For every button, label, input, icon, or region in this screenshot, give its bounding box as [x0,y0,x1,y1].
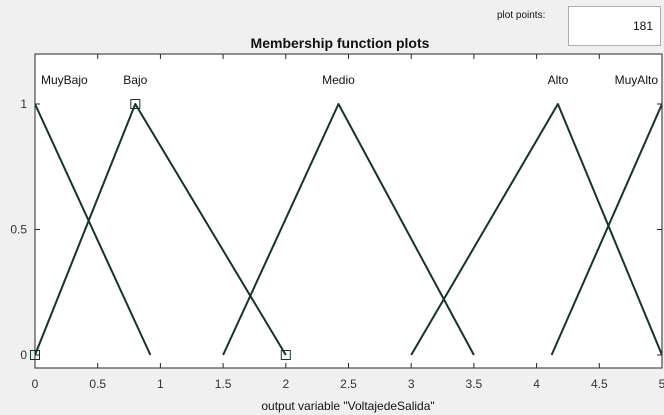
x-tick-label: 5 [659,377,664,391]
x-tick-label: 1.5 [215,377,232,391]
plot-area [34,53,663,369]
mf-curve-muyalto[interactable] [550,103,664,356]
mf-label-muybajo[interactable]: MuyBajo [41,73,88,87]
plot-points-input[interactable] [568,6,661,46]
x-tick-label: 0.5 [89,377,106,391]
y-tick-label: 0 [20,348,27,362]
mf-label-bajo[interactable]: Bajo [123,73,147,87]
x-tick-label: 3 [408,377,415,391]
x-tick-label: 0 [32,377,39,391]
chart-title: Membership function plots [250,35,430,51]
mf-vertex-handle[interactable] [280,350,291,360]
mf-label-alto[interactable]: Alto [548,73,569,87]
mf-curve-bajo[interactable] [35,103,287,356]
mf-vertex-handle[interactable] [30,350,40,360]
y-tick-label: 0.5 [10,223,27,237]
x-tick-label: 2 [282,377,289,391]
x-tick-label: 4.5 [591,377,608,391]
mf-label-muyalto[interactable]: MuyAlto [615,73,659,87]
x-axis-label: output variable "VoltajedeSalida" [261,399,434,413]
x-tick-label: 1 [157,377,164,391]
plot-points-label: plot points: [497,10,546,21]
y-tick-label: 1 [20,97,27,111]
x-tick-label: 4 [533,377,540,391]
x-tick-label: 2.5 [340,377,357,391]
mf-curve-muybajo[interactable] [0,103,152,356]
mf-vertex-handle[interactable] [130,99,141,109]
x-tick-label: 3.5 [466,377,483,391]
mf-curve-medio[interactable] [222,103,475,356]
mf-label-medio[interactable]: Medio [322,73,355,87]
mf-curve-alto[interactable] [410,103,662,356]
